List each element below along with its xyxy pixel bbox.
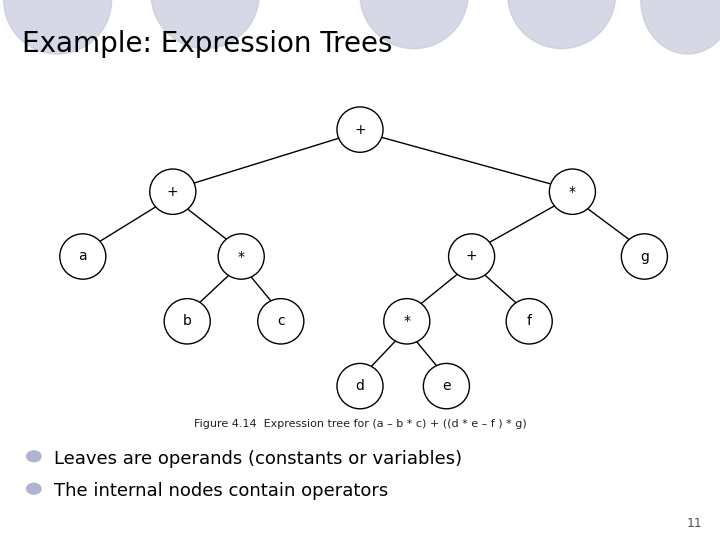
- Text: +: +: [466, 249, 477, 264]
- Ellipse shape: [508, 0, 616, 49]
- Text: a: a: [78, 249, 87, 264]
- Ellipse shape: [151, 0, 259, 49]
- Ellipse shape: [337, 363, 383, 409]
- Ellipse shape: [384, 299, 430, 344]
- Ellipse shape: [621, 234, 667, 279]
- Circle shape: [27, 483, 41, 494]
- Text: g: g: [640, 249, 649, 264]
- Ellipse shape: [150, 169, 196, 214]
- Ellipse shape: [360, 0, 468, 49]
- Text: *: *: [569, 185, 576, 199]
- Circle shape: [27, 451, 41, 462]
- Text: The internal nodes contain operators: The internal nodes contain operators: [54, 482, 388, 501]
- Text: d: d: [356, 379, 364, 393]
- Ellipse shape: [4, 0, 112, 54]
- Ellipse shape: [60, 234, 106, 279]
- Ellipse shape: [506, 299, 552, 344]
- Text: *: *: [238, 249, 245, 264]
- Text: Figure 4.14  Expression tree for (a – b * c) + ((d * e – f ) * g): Figure 4.14 Expression tree for (a – b *…: [194, 419, 526, 429]
- Ellipse shape: [423, 363, 469, 409]
- Text: *: *: [403, 314, 410, 328]
- Text: 11: 11: [686, 517, 702, 530]
- Ellipse shape: [449, 234, 495, 279]
- Ellipse shape: [258, 299, 304, 344]
- Text: Example: Expression Trees: Example: Expression Trees: [22, 30, 392, 58]
- Text: +: +: [354, 123, 366, 137]
- Ellipse shape: [549, 169, 595, 214]
- Ellipse shape: [641, 0, 720, 54]
- Text: +: +: [167, 185, 179, 199]
- Ellipse shape: [337, 107, 383, 152]
- Ellipse shape: [164, 299, 210, 344]
- Text: b: b: [183, 314, 192, 328]
- Text: Leaves are operands (constants or variables): Leaves are operands (constants or variab…: [54, 450, 462, 468]
- Text: e: e: [442, 379, 451, 393]
- Ellipse shape: [218, 234, 264, 279]
- Text: c: c: [277, 314, 284, 328]
- Text: f: f: [527, 314, 531, 328]
